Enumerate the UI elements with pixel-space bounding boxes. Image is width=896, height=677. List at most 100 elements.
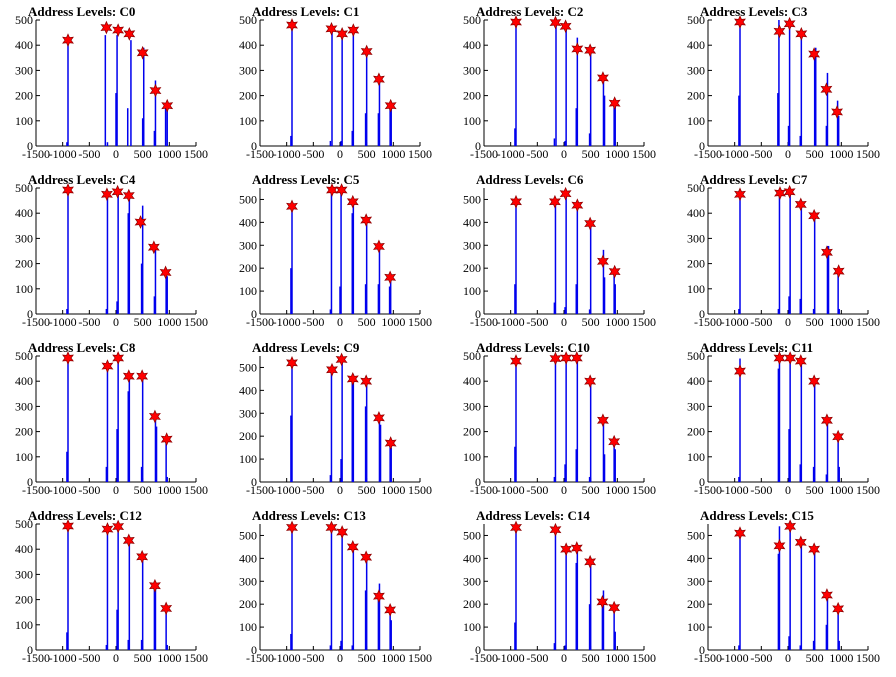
bar bbox=[66, 142, 68, 146]
bar bbox=[340, 140, 342, 146]
bar bbox=[575, 108, 578, 146]
y-tick-label: 400 bbox=[239, 551, 257, 565]
bar bbox=[799, 645, 802, 650]
bar bbox=[340, 640, 342, 650]
x-tick-label: 1500 bbox=[408, 315, 432, 329]
bar bbox=[330, 190, 333, 314]
bar bbox=[738, 476, 740, 482]
x-tick-label: 1000 bbox=[829, 651, 853, 665]
y-tick-label: 100 bbox=[239, 620, 257, 634]
bar bbox=[351, 130, 354, 146]
y-tick-label: 500 bbox=[239, 192, 257, 206]
bar bbox=[554, 358, 557, 482]
y-tick-label: 500 bbox=[687, 528, 705, 542]
subplot-title: Address Levels: C10 bbox=[476, 340, 590, 355]
x-tick-label: 1000 bbox=[381, 315, 405, 329]
subplot-1: Address Levels: C10100200300400500-1500-… bbox=[239, 4, 432, 161]
x-tick-label: -1000 bbox=[721, 483, 749, 497]
bar bbox=[106, 529, 109, 650]
bar bbox=[837, 115, 840, 146]
y-tick-label: 500 bbox=[239, 13, 257, 27]
level-star-marker bbox=[596, 413, 609, 428]
bar bbox=[588, 309, 591, 314]
bar bbox=[331, 30, 333, 146]
subplot-title: Address Levels: C4 bbox=[28, 172, 136, 187]
subplot-title: Address Levels: C2 bbox=[476, 4, 583, 19]
level-star-marker bbox=[123, 26, 136, 41]
bar bbox=[564, 464, 566, 482]
bar bbox=[378, 417, 381, 482]
y-tick-label: 300 bbox=[15, 231, 33, 245]
bar bbox=[66, 632, 68, 650]
level-star-marker bbox=[808, 208, 821, 223]
x-tick-label: 500 bbox=[358, 147, 376, 161]
level-star-marker bbox=[346, 372, 359, 386]
bar bbox=[166, 276, 168, 314]
level-star-marker bbox=[384, 436, 397, 450]
level-star-marker bbox=[808, 47, 821, 61]
level-star-marker bbox=[596, 71, 609, 85]
x-tick-label: -1000 bbox=[497, 651, 525, 665]
x-tick-label: -1000 bbox=[273, 483, 301, 497]
y-tick-label: 0 bbox=[475, 475, 481, 489]
bar bbox=[390, 620, 392, 650]
bar bbox=[777, 93, 779, 146]
x-tick-label: 0 bbox=[785, 651, 791, 665]
bar bbox=[126, 108, 129, 146]
level-star-marker bbox=[820, 245, 833, 260]
x-tick-label: -1000 bbox=[49, 483, 77, 497]
level-star-marker bbox=[101, 359, 114, 373]
level-star-marker bbox=[571, 198, 584, 213]
level-star-marker bbox=[149, 83, 162, 98]
level-star-marker bbox=[122, 533, 135, 548]
bar bbox=[575, 284, 578, 314]
bar bbox=[128, 541, 131, 650]
x-tick-label: -500 bbox=[750, 315, 772, 329]
bar bbox=[166, 644, 168, 650]
y-tick-label: 200 bbox=[15, 593, 33, 607]
bar bbox=[812, 466, 815, 482]
level-star-marker bbox=[734, 187, 746, 202]
subplot-12: Address Levels: C12 0 100 200 300 400 500 -1500… bbox=[15, 508, 208, 665]
bar bbox=[116, 429, 118, 482]
bar bbox=[825, 624, 828, 650]
subplot-title: Address Levels: C6 bbox=[476, 172, 584, 187]
x-tick-label: -500 bbox=[78, 147, 100, 161]
bar bbox=[154, 416, 157, 482]
bar bbox=[106, 366, 109, 482]
y-tick-label: 400 bbox=[239, 38, 257, 52]
bar bbox=[351, 213, 354, 314]
x-tick-label: -1000 bbox=[721, 651, 749, 665]
bar bbox=[165, 439, 167, 482]
x-tick-label: 1500 bbox=[856, 147, 880, 161]
x-tick-label: 1000 bbox=[829, 147, 853, 161]
y-tick-label: 0 bbox=[699, 307, 705, 321]
x-tick-label: 0 bbox=[113, 147, 119, 161]
bar bbox=[364, 284, 367, 314]
bar bbox=[291, 25, 293, 146]
bar bbox=[115, 93, 117, 146]
bar bbox=[565, 27, 567, 147]
bar bbox=[589, 381, 592, 482]
bar bbox=[339, 286, 341, 314]
bar bbox=[128, 376, 131, 482]
y-tick-label: 200 bbox=[687, 425, 705, 439]
bar bbox=[838, 308, 840, 314]
bar bbox=[141, 376, 144, 482]
level-star-marker bbox=[832, 264, 845, 279]
bar bbox=[377, 113, 380, 146]
level-star-marker bbox=[832, 429, 845, 444]
y-tick-label: 100 bbox=[463, 450, 481, 464]
subplot-title: Address Levels: C5 bbox=[252, 172, 360, 187]
bar bbox=[130, 40, 132, 146]
level-star-marker bbox=[808, 542, 821, 557]
y-tick-label: 0 bbox=[251, 643, 257, 657]
x-tick-label: 500 bbox=[134, 483, 152, 497]
subplot-title: Address Levels: C14 bbox=[476, 508, 590, 523]
y-tick-label: 300 bbox=[239, 63, 257, 77]
y-tick-label: 200 bbox=[463, 89, 481, 103]
bar bbox=[514, 622, 516, 650]
level-star-marker bbox=[584, 43, 597, 58]
level-star-marker bbox=[734, 364, 746, 378]
bar bbox=[127, 213, 130, 314]
